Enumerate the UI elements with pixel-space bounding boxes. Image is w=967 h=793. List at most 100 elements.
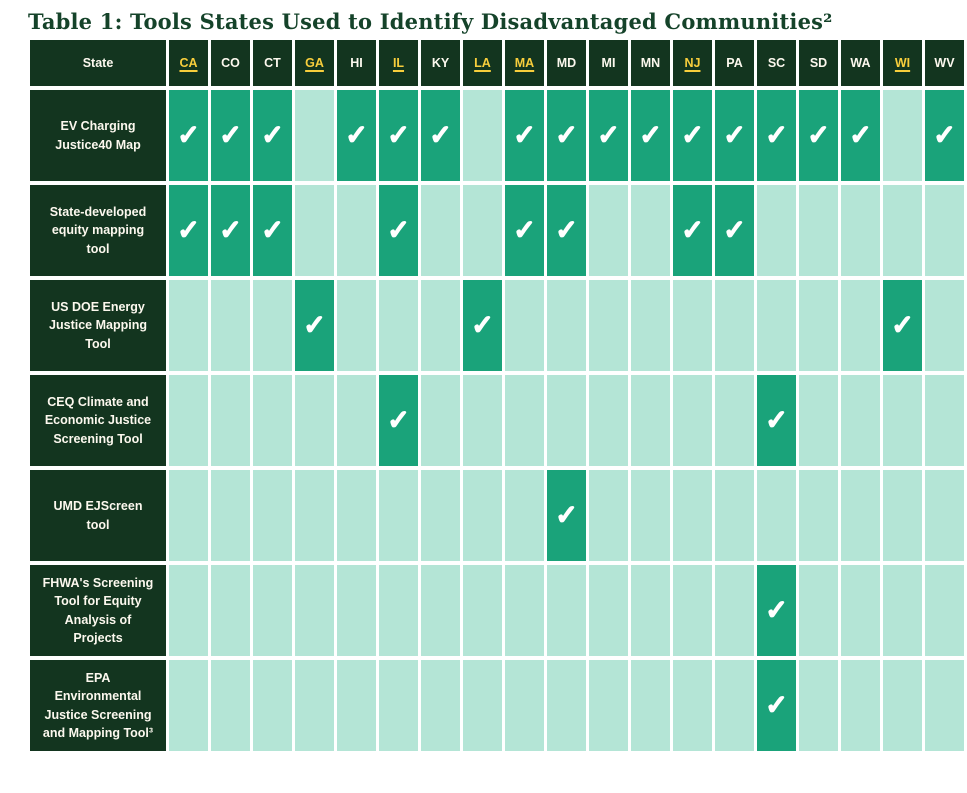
empty-cell-md xyxy=(547,375,586,466)
empty-cell-ga xyxy=(295,470,334,561)
empty-cell-ky xyxy=(421,565,460,656)
empty-cell-wi xyxy=(883,565,922,656)
empty-cell-sc xyxy=(757,185,796,276)
empty-cell-mn xyxy=(631,375,670,466)
check-icon: ✓ xyxy=(345,120,369,150)
state-link-wi[interactable]: WI xyxy=(894,56,911,70)
empty-cell-mi xyxy=(589,375,628,466)
state-header-ky: KY xyxy=(421,40,460,86)
state-header-la[interactable]: LA xyxy=(463,40,502,86)
checked-cell-md: ✓ xyxy=(547,90,586,181)
empty-cell-wv xyxy=(925,565,964,656)
empty-cell-ga xyxy=(295,660,334,751)
empty-cell-hi xyxy=(337,470,376,561)
empty-cell-ct xyxy=(253,375,292,466)
state-header-sd: SD xyxy=(799,40,838,86)
empty-cell-ga xyxy=(295,90,334,181)
check-icon: ✓ xyxy=(261,215,285,245)
empty-cell-wa xyxy=(841,660,880,751)
empty-cell-wa xyxy=(841,280,880,371)
checked-cell-nj: ✓ xyxy=(673,90,712,181)
state-link-ma[interactable]: MA xyxy=(514,56,535,70)
check-icon: ✓ xyxy=(765,690,789,720)
checked-cell-ca: ✓ xyxy=(169,185,208,276)
page: Table 1: Tools States Used to Identify D… xyxy=(0,9,967,755)
checked-cell-mn: ✓ xyxy=(631,90,670,181)
checked-cell-sc: ✓ xyxy=(757,375,796,466)
empty-cell-co xyxy=(211,660,250,751)
empty-cell-hi xyxy=(337,280,376,371)
empty-cell-ma xyxy=(505,660,544,751)
checked-cell-wi: ✓ xyxy=(883,280,922,371)
state-header-il[interactable]: IL xyxy=(379,40,418,86)
state-header-wi[interactable]: WI xyxy=(883,40,922,86)
empty-cell-pa xyxy=(715,280,754,371)
empty-cell-wa xyxy=(841,470,880,561)
checked-cell-pa: ✓ xyxy=(715,90,754,181)
empty-cell-co xyxy=(211,470,250,561)
empty-cell-il xyxy=(379,660,418,751)
check-icon: ✓ xyxy=(765,120,789,150)
empty-cell-sd xyxy=(799,185,838,276)
state-header-md: MD xyxy=(547,40,586,86)
state-header-ga[interactable]: GA xyxy=(295,40,334,86)
state-header-sc: SC xyxy=(757,40,796,86)
empty-cell-wv xyxy=(925,660,964,751)
state-link-ga[interactable]: GA xyxy=(305,56,324,70)
empty-cell-sc xyxy=(757,470,796,561)
empty-cell-la xyxy=(463,185,502,276)
checked-cell-ma: ✓ xyxy=(505,90,544,181)
checked-cell-ct: ✓ xyxy=(253,185,292,276)
checked-cell-ky: ✓ xyxy=(421,90,460,181)
state-header-mi: MI xyxy=(589,40,628,86)
tool-label: UMD EJScreen tool xyxy=(30,470,166,561)
tools-states-table: State CA CO CT GA HI IL KY LA MA MD MI MN NJ PA SC SD WA… xyxy=(27,36,967,755)
tool-label: CEQ Climate and Economic Justice Screeni… xyxy=(30,375,166,466)
state-header-nj[interactable]: NJ xyxy=(673,40,712,86)
empty-cell-wi xyxy=(883,90,922,181)
state-header-pa: PA xyxy=(715,40,754,86)
empty-cell-hi xyxy=(337,185,376,276)
checked-cell-la: ✓ xyxy=(463,280,502,371)
empty-cell-ga xyxy=(295,565,334,656)
state-header-ca[interactable]: CA xyxy=(169,40,208,86)
table-row: UMD EJScreen tool ✓ xyxy=(30,470,964,561)
checked-cell-ga: ✓ xyxy=(295,280,334,371)
state-header-wa: WA xyxy=(841,40,880,86)
empty-cell-ct xyxy=(253,470,292,561)
state-link-ca[interactable]: CA xyxy=(179,56,198,70)
tool-label: EPA Environmental Justice Screening and … xyxy=(30,660,166,751)
table-body: EV Charging Justice40 Map ✓ ✓ ✓ ✓ ✓ ✓ ✓ ✓ ✓ ✓ ✓ ✓ ✓ ✓ ✓… xyxy=(30,90,964,751)
empty-cell-ky xyxy=(421,185,460,276)
tool-label: FHWA's Screening Tool for Equity Analysi… xyxy=(30,565,166,656)
empty-cell-wv xyxy=(925,280,964,371)
checked-cell-ca: ✓ xyxy=(169,90,208,181)
empty-cell-mi xyxy=(589,565,628,656)
empty-cell-sd xyxy=(799,660,838,751)
empty-cell-wi xyxy=(883,470,922,561)
empty-cell-mi xyxy=(589,185,628,276)
empty-cell-mn xyxy=(631,185,670,276)
empty-cell-ca xyxy=(169,470,208,561)
empty-cell-ca xyxy=(169,660,208,751)
checked-cell-hi: ✓ xyxy=(337,90,376,181)
state-header-co: CO xyxy=(211,40,250,86)
state-link-il[interactable]: IL xyxy=(392,56,405,70)
state-link-la[interactable]: LA xyxy=(474,56,491,70)
state-header-ma[interactable]: MA xyxy=(505,40,544,86)
tool-label: US DOE Energy Justice Mapping Tool xyxy=(30,280,166,371)
checked-cell-ma: ✓ xyxy=(505,185,544,276)
empty-cell-ca xyxy=(169,280,208,371)
check-icon: ✓ xyxy=(219,215,243,245)
check-icon: ✓ xyxy=(597,120,621,150)
empty-cell-il xyxy=(379,565,418,656)
empty-cell-hi xyxy=(337,660,376,751)
empty-cell-co xyxy=(211,565,250,656)
check-icon: ✓ xyxy=(555,215,579,245)
check-icon: ✓ xyxy=(513,120,537,150)
check-icon: ✓ xyxy=(303,310,327,340)
checked-cell-md: ✓ xyxy=(547,185,586,276)
empty-cell-nj xyxy=(673,375,712,466)
state-link-nj[interactable]: NJ xyxy=(684,56,701,70)
empty-cell-ma xyxy=(505,280,544,371)
